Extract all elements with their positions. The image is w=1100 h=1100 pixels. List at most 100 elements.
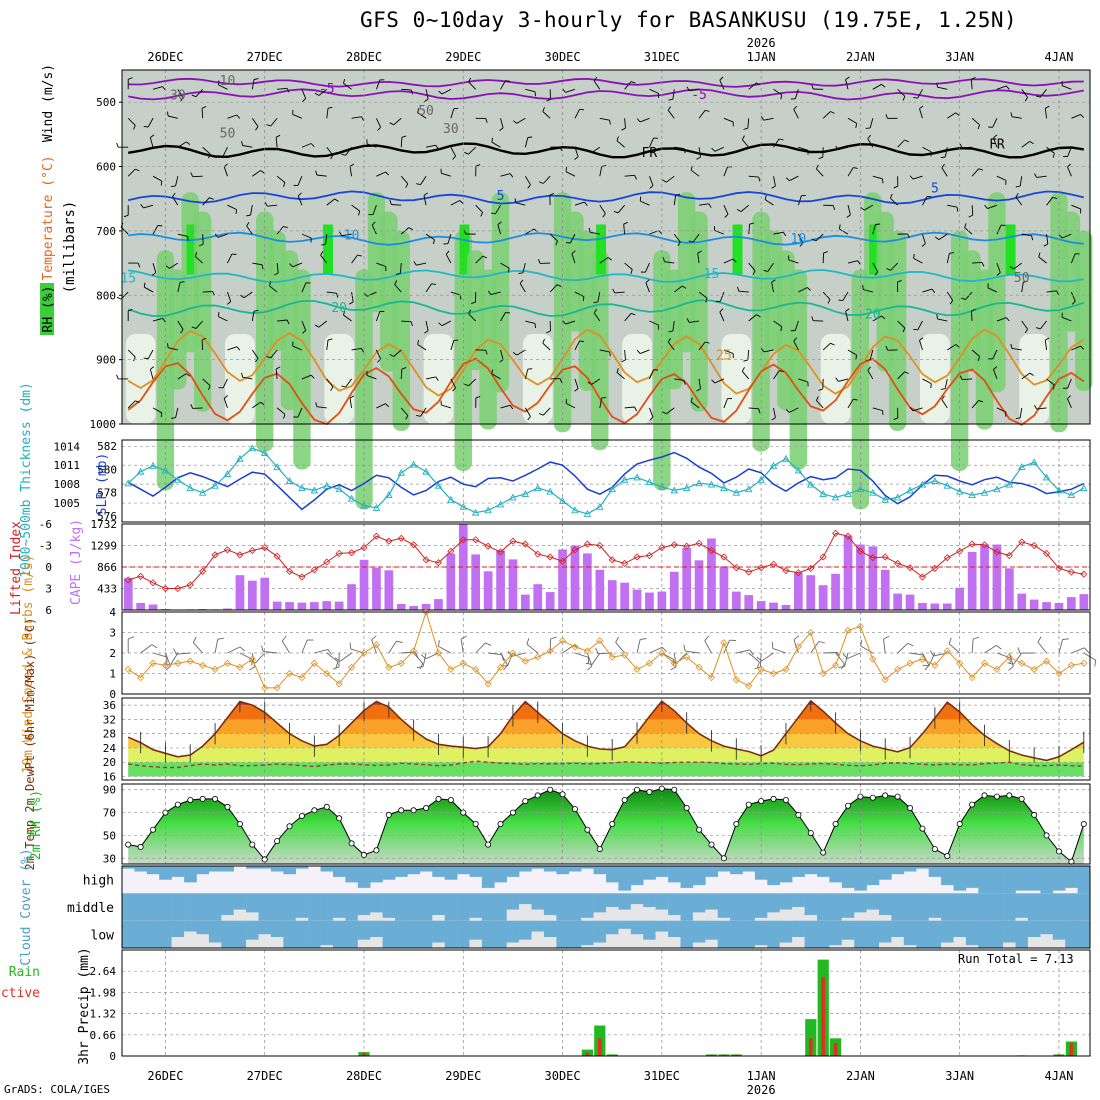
upper-wind-barb: [847, 260, 858, 264]
upper-wind-barb: [748, 407, 759, 410]
upper-wind-barb: [565, 402, 576, 409]
upper-wind-barb: [984, 204, 988, 209]
cloud-cover-cell: [469, 920, 483, 940]
upper-wind-barb: [393, 349, 402, 357]
upper-wind-barb: [593, 308, 598, 313]
precip-total-bar: [606, 1054, 618, 1056]
upper-wind-barb: [349, 166, 353, 177]
rh-point: [671, 786, 678, 793]
upper-wind-barb: [162, 86, 166, 91]
upper-wind-barb: [401, 367, 407, 370]
wind-speed-point: [186, 657, 194, 665]
surface-wind-barb: [754, 666, 761, 670]
rh-point: [720, 855, 727, 862]
upper-wind-barb: [227, 253, 233, 264]
upper-wind-barb: [602, 213, 606, 218]
rh-point: [187, 797, 194, 804]
upper-wind-barb: [310, 374, 315, 379]
cloud-cover-cell: [655, 920, 669, 932]
upper-wind-barb: [1044, 108, 1048, 119]
upper-wind-barb: [1021, 141, 1031, 148]
surface-wind-barb: [598, 652, 613, 655]
upper-wind-barb: [260, 401, 265, 406]
upper-wind-barb: [867, 366, 871, 371]
upper-wind-barb: [599, 349, 610, 353]
upper-wind-barb: [425, 233, 435, 240]
upper-wind-barb: [607, 257, 613, 261]
cloud-cover-cell: [171, 866, 185, 877]
top-date-label: 26DEC: [147, 50, 183, 64]
rh-dry-patch: [721, 333, 752, 424]
upper-wind-barb: [649, 320, 659, 326]
contour-label: 20: [865, 307, 881, 322]
upper-wind-barb: [705, 297, 708, 303]
upper-wind-barb: [195, 320, 204, 329]
upper-wind-barb: [491, 369, 493, 374]
cape-bar: [235, 575, 245, 610]
upper-wind-barb: [264, 201, 268, 207]
cape-bar: [545, 592, 555, 610]
upper-wind-barb: [212, 291, 215, 296]
upper-wind-barb: [343, 310, 346, 316]
thickness-point: [285, 477, 294, 484]
upper-wind-barb: [624, 118, 626, 129]
upper-wind-barb: [955, 344, 960, 348]
upper-wind-barb: [711, 379, 716, 384]
rh-ylabel: 2m RH (%): [29, 790, 44, 860]
upper-wind-barb: [830, 342, 835, 346]
upper-wind-barb: [330, 386, 334, 391]
upper-wind-barb: [748, 175, 759, 178]
cloud-cover-cell: [668, 920, 681, 938]
surface-wind-barb: [591, 652, 601, 665]
upper-wind-barb: [326, 340, 329, 351]
upper-wind-barb: [137, 262, 141, 268]
upper-wind-barb: [591, 146, 601, 154]
upper-ytick-label: 800: [96, 289, 116, 302]
rh-moist-patch: [193, 211, 212, 412]
upper-wind-barb: [396, 272, 401, 275]
surface-wind-barb: [996, 652, 1011, 659]
upper-wind-barb: [673, 285, 683, 293]
upper-wind-barb: [798, 378, 809, 383]
upper-wind-barb: [242, 145, 253, 148]
upper-wind-barb: [698, 341, 706, 351]
upper-wind-barb: [251, 349, 259, 359]
cloud-clear-cell: [754, 917, 768, 921]
upper-wind-barb: [433, 239, 435, 245]
upper-wind-barb: [783, 231, 787, 237]
thickness-point: [955, 487, 964, 495]
upper-wind-barb: [683, 148, 686, 154]
lifted-index-point: [323, 558, 331, 566]
upper-wind-barb: [468, 313, 477, 322]
cloud-cover-cell: [283, 866, 296, 875]
upper-wind-barb: [500, 312, 506, 322]
top-date-label: 27DEC: [247, 50, 283, 64]
upper-wind-barb: [919, 108, 923, 119]
wind-speed-point: [794, 643, 802, 651]
thickness-point: [918, 480, 927, 488]
cloud-clear-cell: [866, 909, 880, 921]
cloud-cover-cell: [494, 920, 507, 948]
upper-wind-barb: [845, 308, 850, 312]
upper-wind-barb: [177, 282, 181, 293]
upper-wind-barb: [186, 141, 191, 145]
upper-wind-barb: [1046, 197, 1054, 206]
upper-wind-barb: [723, 349, 734, 355]
upper-wind-barb: [171, 185, 176, 188]
precip-total-bar: [805, 1019, 817, 1056]
cloud-cover-cell: [134, 866, 148, 872]
cloud-cover-cell: [432, 893, 445, 916]
surface-wind-barb: [170, 652, 179, 666]
wind-speed-point: [434, 649, 443, 657]
upper-wind-barb: [468, 77, 472, 83]
surface-wind-barb: [254, 652, 266, 664]
contour-label: 30: [170, 89, 186, 104]
cloud-cover-cell: [481, 893, 495, 921]
cape-bar: [607, 580, 617, 610]
upper-wind-barb: [1021, 89, 1028, 98]
cape-bar: [880, 569, 890, 610]
upper-wind-barb: [681, 285, 687, 289]
rh-point: [969, 801, 976, 808]
upper-wind-barb: [756, 82, 761, 86]
thickness-point: [546, 487, 554, 495]
